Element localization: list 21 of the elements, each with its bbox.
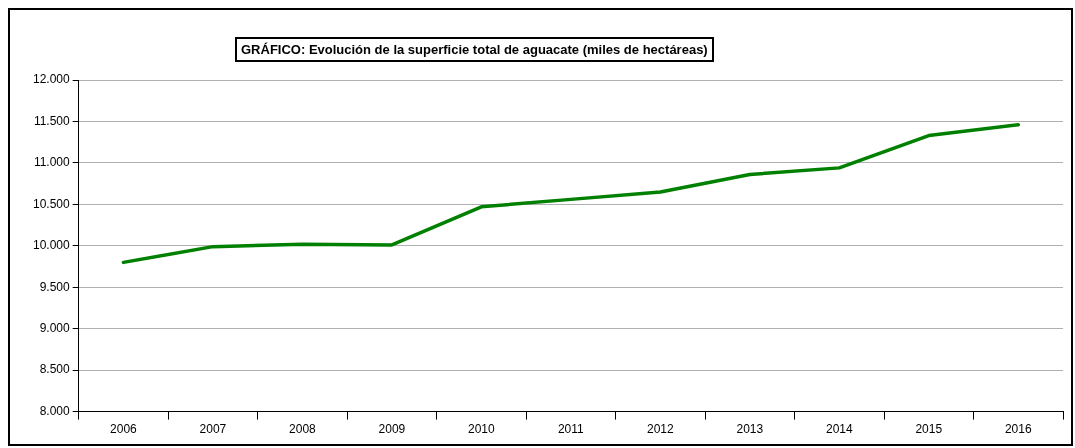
y-tick-label: 12.000 bbox=[33, 72, 71, 87]
y-tick-label: 8.000 bbox=[39, 403, 71, 418]
y-tick-label: 10.000 bbox=[33, 238, 71, 253]
x-tick-label: 2011 bbox=[557, 422, 585, 437]
chart-title: GRÁFICO: Evolución de la superficie total de aguacate (miles de hectáreas) bbox=[235, 37, 714, 62]
x-tick-label: 2015 bbox=[915, 422, 943, 437]
y-tick-label: 11.000 bbox=[33, 155, 71, 170]
x-tick-label: 2009 bbox=[378, 422, 406, 437]
x-tick-label: 2007 bbox=[199, 422, 227, 437]
y-tick-label: 10.500 bbox=[33, 196, 71, 211]
x-tick-label: 2008 bbox=[289, 422, 317, 437]
y-tick-label: 9.000 bbox=[39, 321, 71, 336]
x-tick-label: 2006 bbox=[110, 422, 138, 437]
x-tick-label: 2016 bbox=[1004, 422, 1032, 437]
y-tick-label: 11.500 bbox=[33, 113, 71, 128]
x-tick-label: 2012 bbox=[646, 422, 674, 437]
y-tick-label: 8.500 bbox=[39, 362, 71, 377]
y-tick-label: 9.500 bbox=[39, 279, 71, 294]
x-tick-label: 2010 bbox=[468, 422, 496, 437]
x-tick-label: 2014 bbox=[825, 422, 853, 437]
x-tick-label: 2013 bbox=[736, 422, 764, 437]
